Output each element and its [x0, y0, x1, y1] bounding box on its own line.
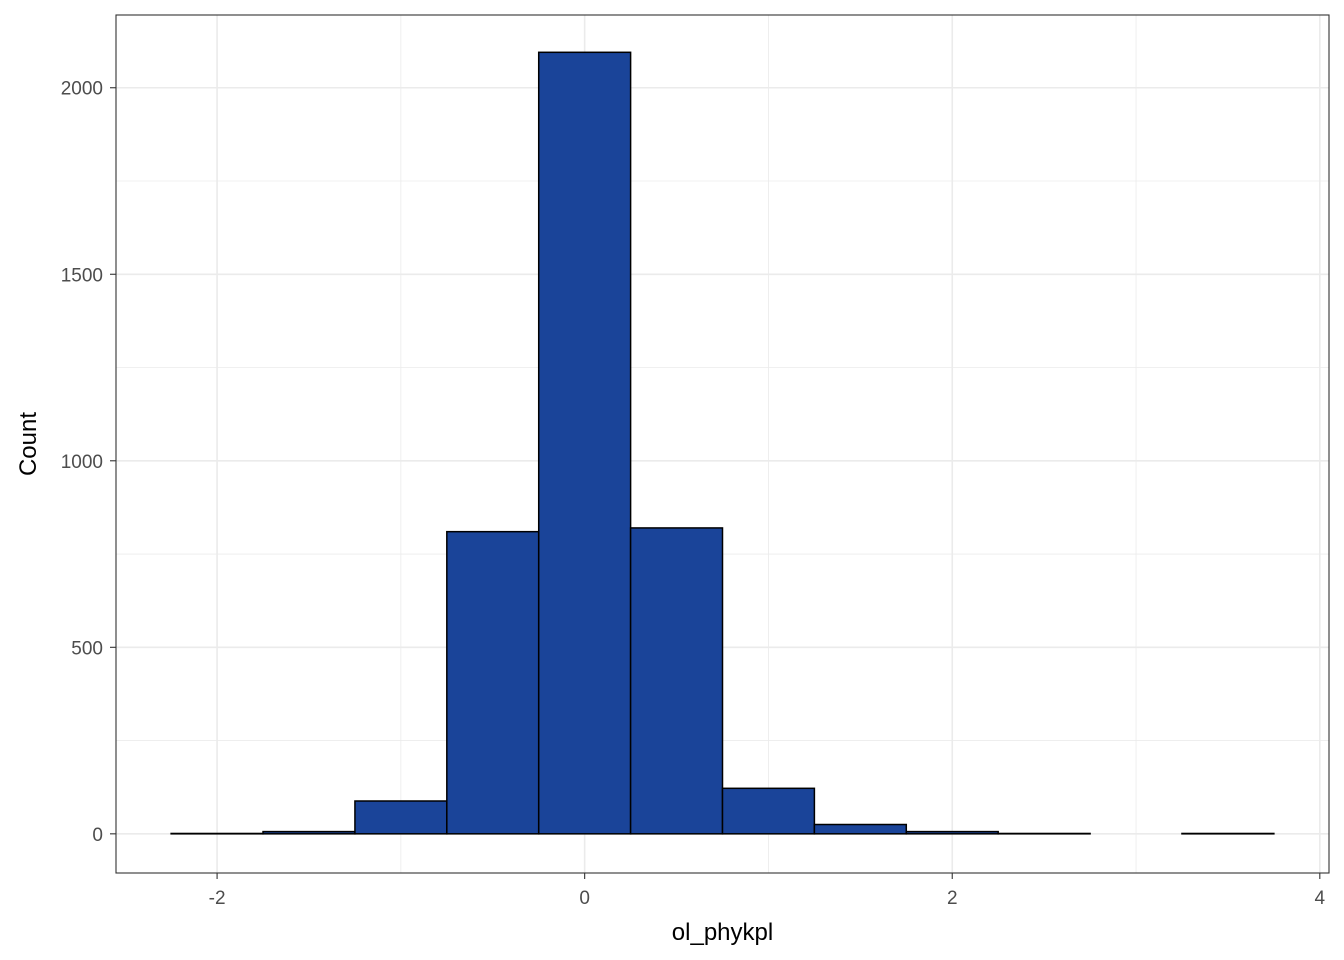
histogram-bar — [905, 830, 999, 835]
x-tick-labels: -2 0 2 4 — [209, 888, 1326, 909]
x-tick-label: 0 — [579, 888, 590, 909]
histogram-bar — [446, 530, 540, 835]
y-tick-label: 2000 — [61, 79, 103, 100]
histogram-bar — [813, 823, 908, 835]
histogram-bar — [262, 830, 356, 835]
panel-border — [115, 14, 1330, 874]
histogram-bar — [721, 787, 816, 835]
bars — [170, 51, 1275, 835]
histogram-bar — [537, 51, 632, 835]
histogram-bar — [354, 800, 448, 835]
y-tick-labels: 0 500 1000 1500 2000 — [61, 79, 103, 846]
x-tick-label: 4 — [1315, 888, 1326, 909]
x-axis-title: ol_phykpl — [672, 919, 773, 946]
axis-ticks — [110, 87, 1321, 879]
y-tick-label: 500 — [71, 638, 103, 659]
x-tick-label: -2 — [209, 888, 226, 909]
histogram-bar — [629, 527, 724, 835]
y-tick-label: 0 — [92, 825, 103, 846]
x-tick-label: 2 — [947, 888, 958, 909]
y-tick-label: 1000 — [61, 452, 103, 473]
y-tick-label: 1500 — [61, 265, 103, 286]
y-axis-title: Count — [15, 412, 42, 476]
